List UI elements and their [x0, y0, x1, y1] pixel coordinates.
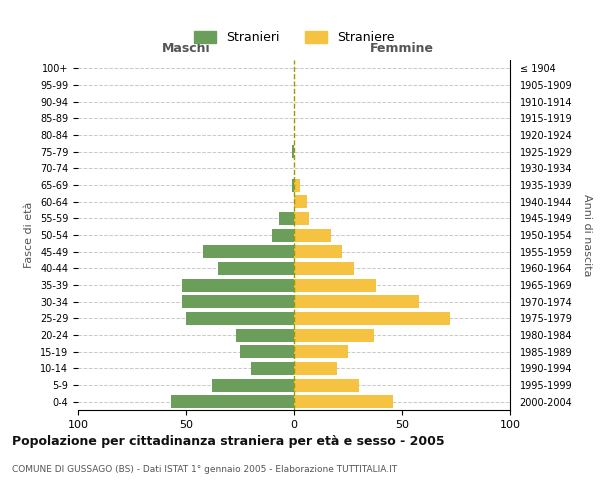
Bar	[292, 145, 294, 158]
Text: Femmine: Femmine	[370, 42, 434, 55]
Bar	[294, 345, 348, 358]
Bar	[294, 245, 341, 258]
Bar	[236, 328, 294, 342]
Text: COMUNE DI GUSSAGO (BS) - Dati ISTAT 1° gennaio 2005 - Elaborazione TUTTITALIA.IT: COMUNE DI GUSSAGO (BS) - Dati ISTAT 1° g…	[12, 465, 397, 474]
Y-axis label: Fasce di età: Fasce di età	[25, 202, 34, 268]
Bar	[251, 362, 294, 375]
Bar	[294, 178, 301, 192]
Bar	[212, 378, 294, 392]
Bar	[182, 295, 294, 308]
Bar	[203, 245, 294, 258]
Bar	[240, 345, 294, 358]
Bar	[294, 312, 449, 325]
Text: Popolazione per cittadinanza straniera per età e sesso - 2005: Popolazione per cittadinanza straniera p…	[12, 435, 445, 448]
Bar	[294, 378, 359, 392]
Bar	[171, 395, 294, 408]
Legend: Stranieri, Straniere: Stranieri, Straniere	[187, 24, 401, 50]
Bar	[294, 262, 355, 275]
Bar	[294, 278, 376, 291]
Bar	[182, 278, 294, 291]
Y-axis label: Anni di nascita: Anni di nascita	[582, 194, 592, 276]
Bar	[279, 212, 294, 225]
Bar	[294, 228, 331, 241]
Bar	[294, 295, 419, 308]
Bar	[294, 395, 394, 408]
Bar	[218, 262, 294, 275]
Bar	[292, 178, 294, 192]
Bar	[294, 212, 309, 225]
Bar	[294, 362, 337, 375]
Bar	[272, 228, 294, 241]
Bar	[294, 328, 374, 342]
Bar	[186, 312, 294, 325]
Text: Maschi: Maschi	[161, 42, 211, 55]
Bar	[294, 195, 307, 208]
